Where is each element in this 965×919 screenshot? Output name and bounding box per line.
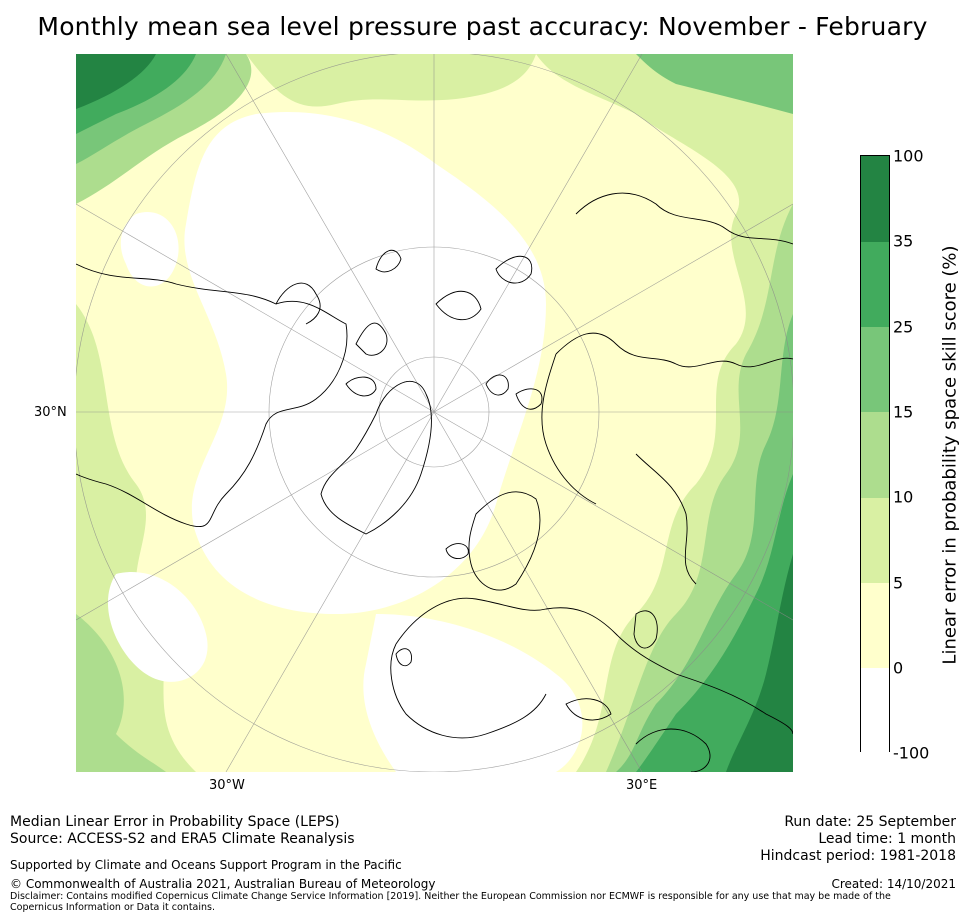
skill-region-white: [184, 112, 546, 614]
colorbar-bin: [861, 412, 889, 498]
hindcast-period: Hindcast period: 1981-2018: [760, 848, 956, 864]
run-date: Run date: 25 September: [784, 814, 956, 830]
colorbar-tick: -100: [893, 743, 930, 763]
skill-region-darkest-green: [76, 54, 156, 109]
colorbar-bin: [861, 668, 889, 753]
colorbar-tick: 15: [893, 402, 914, 422]
longitude-label-east: 30°E: [626, 778, 658, 793]
footer-run-info: Run date: 25 September Lead time: 1 mont…: [760, 814, 956, 865]
skill-region-mid-green: [76, 614, 166, 772]
polar-skill-map: [76, 54, 793, 772]
colorbar: [860, 155, 890, 753]
latitude-label: 30°N: [34, 405, 67, 420]
colorbar-tick: 10: [893, 487, 914, 507]
footer-source-line: Source: ACCESS-S2 and ERA5 Climate Reana…: [10, 831, 355, 847]
skill-region-dark-green: [636, 474, 793, 772]
footer-method: Median Linear Error in Probability Space…: [10, 814, 355, 848]
colorbar-tick: 25: [893, 317, 914, 337]
lead-time: Lead time: 1 month: [818, 831, 956, 847]
graticule: [76, 54, 793, 772]
colorbar-bin: [861, 327, 889, 412]
footer-support: Supported by Climate and Oceans Support …: [10, 858, 402, 872]
footer-copyright: © Commonwealth of Australia 2021, Austra…: [10, 877, 436, 891]
colorbar-bin: [861, 583, 889, 668]
skill-region-green: [636, 54, 793, 114]
colorbar-tick: 100: [893, 146, 924, 166]
longitude-label-west: 30°W: [209, 778, 245, 793]
colorbar-tick: 0: [893, 658, 904, 678]
skill-region-darkest-green: [726, 554, 793, 772]
colorbar-label: Linear error in probability space skill …: [939, 245, 961, 665]
colorbar-bin: [861, 156, 889, 242]
colorbar-bin: [861, 242, 889, 327]
colorbar-tick: 35: [893, 231, 914, 251]
coastlines: [76, 192, 793, 772]
skill-region-light-green: [246, 54, 536, 107]
skill-region-white: [107, 572, 208, 682]
footer-method-line: Median Linear Error in Probability Space…: [10, 814, 340, 830]
colorbar-bin: [861, 498, 889, 583]
skill-region-white: [363, 614, 583, 772]
colorbar-tick: 5: [893, 573, 904, 593]
footer-disclaimer: Disclaimer: Contains modified Copernicus…: [10, 891, 891, 913]
created-date: Created: 14/10/2021: [831, 877, 956, 891]
skill-region-white: [120, 212, 179, 287]
chart-title: Monthly mean sea level pressure past acc…: [37, 12, 928, 41]
